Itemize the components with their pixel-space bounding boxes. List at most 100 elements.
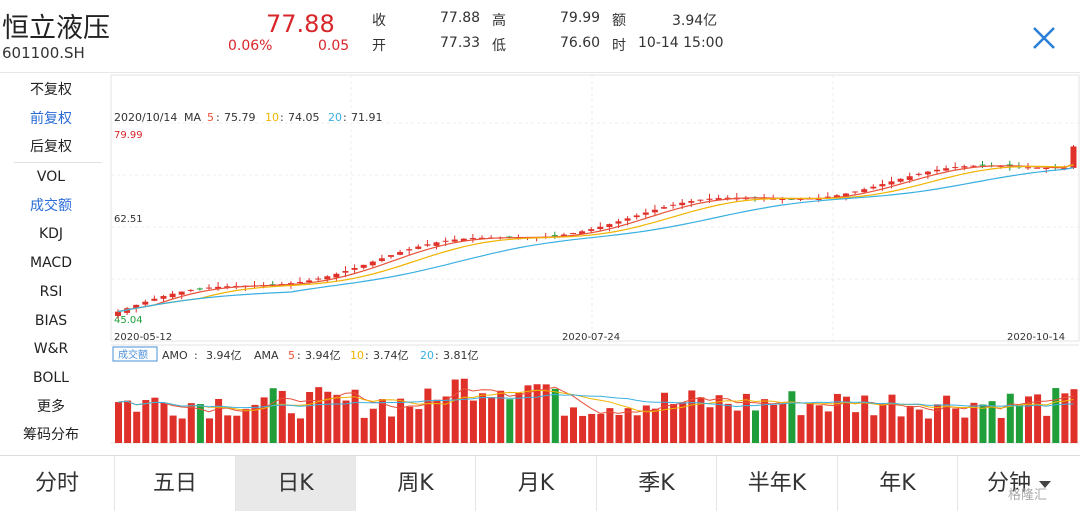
tab-yearly-k[interactable]: 年K xyxy=(838,456,958,511)
turnover-bar xyxy=(906,405,914,443)
tab-five-day[interactable]: 五日 xyxy=(115,456,236,511)
candle-body xyxy=(388,255,394,257)
turnover-bar xyxy=(915,409,923,443)
tab-intraday[interactable]: 分时 xyxy=(0,456,115,511)
turnover-bar xyxy=(542,384,550,443)
turnover-bar xyxy=(206,418,213,443)
candle-body xyxy=(979,164,986,166)
candle-body xyxy=(570,233,576,235)
sidebar-divider xyxy=(14,162,102,164)
turnover-badge-frame xyxy=(112,346,158,362)
kline-chart-area[interactable]: 2020/10/14 MA 5 : 75.79 10 : 74.05 20 : … xyxy=(110,73,1080,453)
candle-body xyxy=(843,193,849,197)
candle-body xyxy=(579,231,586,235)
turnover-bar xyxy=(178,418,186,443)
turnover-bar xyxy=(788,391,796,443)
candle-body xyxy=(560,234,567,237)
candle-body xyxy=(369,261,376,266)
candle-body xyxy=(824,196,831,198)
open-value: 77.33 xyxy=(440,35,481,51)
indicator-wr[interactable]: W&R xyxy=(33,341,69,358)
ama5-sep: : xyxy=(297,349,301,362)
turnover-bar xyxy=(187,403,195,443)
tab-halfyear-k[interactable]: 半年K xyxy=(717,456,838,511)
candle-body xyxy=(451,239,458,242)
adjust-backward[interactable]: 后复权 xyxy=(30,139,72,156)
kline-chart-svg[interactable]: 2020/10/14 MA 5 : 75.79 10 : 74.05 20 : … xyxy=(110,73,1080,453)
tab-quarterly-k[interactable]: 季K xyxy=(597,456,717,511)
turnover-bar xyxy=(451,379,459,443)
candle-body xyxy=(1061,167,1068,170)
turnover-bar xyxy=(852,412,860,443)
candle-body xyxy=(670,204,677,206)
turnover-bar xyxy=(342,400,350,443)
turnover-bar xyxy=(642,405,650,443)
close-icon[interactable] xyxy=(1030,24,1058,52)
candle-body xyxy=(888,181,895,185)
turnover-bar xyxy=(797,415,805,443)
indicator-vol[interactable]: VOL xyxy=(36,169,66,186)
ama-label: AMA xyxy=(254,349,279,362)
candle-body xyxy=(642,212,649,215)
turnover-bar xyxy=(196,404,204,443)
turnover-bar xyxy=(806,402,814,443)
candle-body xyxy=(160,296,167,299)
adjust-none[interactable]: 不复权 xyxy=(30,82,72,98)
adjust-forward[interactable]: 前复权 xyxy=(30,110,72,127)
turnover-bar xyxy=(934,404,941,443)
ama20-value: 3.81亿 xyxy=(443,349,479,362)
turnover-bar xyxy=(715,395,723,443)
indicator-macd[interactable]: MACD xyxy=(30,255,72,272)
turnover-bar xyxy=(488,397,496,443)
candle-body xyxy=(1043,168,1050,170)
turnover-bar xyxy=(688,390,696,443)
ma10-line xyxy=(117,164,1074,313)
candle-body xyxy=(970,165,977,167)
indicator-kdj[interactable]: KDJ xyxy=(38,226,64,243)
candle-body xyxy=(688,201,695,203)
turnover-bar xyxy=(151,397,159,443)
candle-body xyxy=(306,280,313,283)
turnover-bar xyxy=(979,404,987,443)
turnover-bar xyxy=(661,392,668,443)
amo-sep: : xyxy=(194,349,198,362)
turnover-bar xyxy=(870,415,878,443)
candle-body xyxy=(124,308,131,313)
turnover-bar xyxy=(843,396,850,443)
quote-header: 恒立液压 601100.SH 77.88 0.06% 0.05 收 77.88 … xyxy=(0,0,1080,72)
indicator-rsi[interactable]: RSI xyxy=(39,283,63,300)
turnover-bar xyxy=(1052,388,1060,443)
turnover-bar xyxy=(752,410,759,443)
candle-body xyxy=(606,224,613,228)
low-label: 低 xyxy=(492,38,506,54)
tab-daily-k[interactable]: 日K xyxy=(236,456,356,511)
tab-monthly-k[interactable]: 月K xyxy=(476,456,597,511)
indicator-boll[interactable]: BOLL xyxy=(33,369,69,386)
indicator-chip-distribution[interactable]: 筹码分布 xyxy=(23,427,79,444)
turnover-bar xyxy=(988,401,996,443)
ma-date: 2020/10/14 xyxy=(114,111,177,124)
turnover-bar xyxy=(115,402,122,443)
candle-body xyxy=(833,195,840,197)
turnover-bar xyxy=(351,389,359,443)
candle-body xyxy=(915,173,922,175)
candle-body xyxy=(206,287,212,289)
turnover-bar xyxy=(378,399,386,443)
turnover-bar xyxy=(761,399,769,443)
indicator-turnover[interactable]: 成交额 xyxy=(30,197,72,214)
candle-body xyxy=(333,273,340,278)
candle-body xyxy=(588,229,595,231)
tab-weekly-k[interactable]: 周K xyxy=(356,456,476,511)
candle-body xyxy=(679,202,686,206)
candle-body xyxy=(615,221,622,224)
candle-body xyxy=(342,271,349,273)
candle-body xyxy=(1070,146,1077,168)
tab-minute[interactable]: 分钟 xyxy=(958,456,1080,511)
amount-value: 3.94亿 xyxy=(672,13,718,29)
indicator-more[interactable]: 更多 xyxy=(37,398,65,415)
turnover-bar xyxy=(606,408,614,443)
turnover-bar xyxy=(406,406,414,443)
turnover-bar xyxy=(1070,389,1078,443)
indicator-bias[interactable]: BIAS xyxy=(34,312,68,329)
turnover-bar xyxy=(497,390,505,443)
